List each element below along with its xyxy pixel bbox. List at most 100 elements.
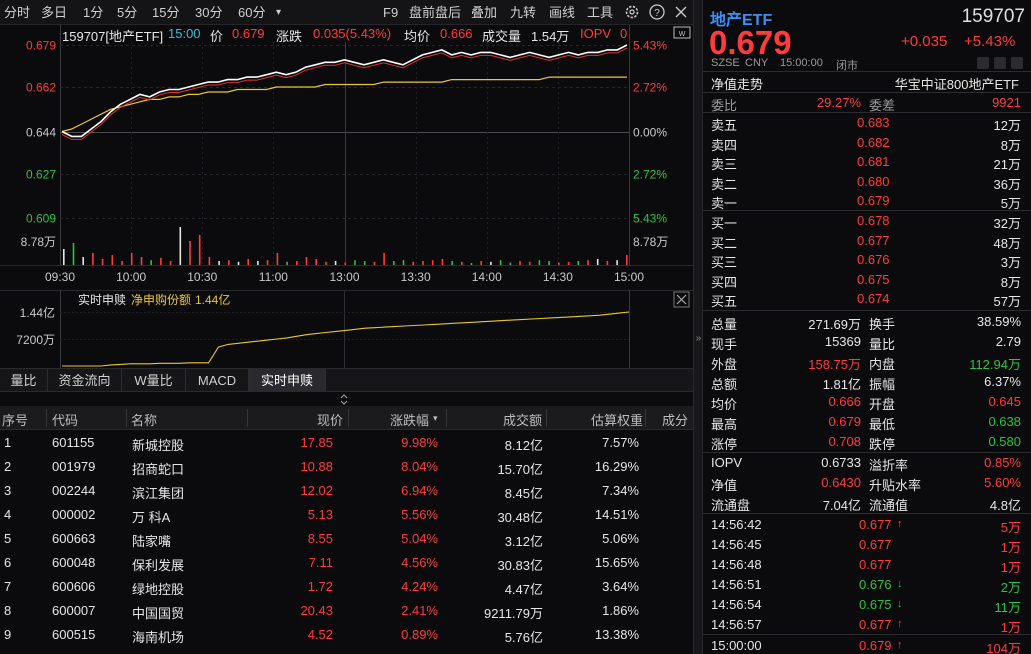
table-row[interactable]: 9 600515 海南机场 4.52 0.89% 5.76亿 13.38%: [0, 623, 693, 647]
col-header-price[interactable]: 现价: [317, 413, 344, 428]
col-header-pct[interactable]: 涨跌幅: [390, 413, 430, 428]
row-weight: 7.34%: [602, 483, 639, 498]
volume-bar: [354, 260, 356, 265]
help-icon[interactable]: ?: [648, 3, 666, 21]
bid-row[interactable]: 买一 0.678 32万: [703, 211, 1031, 231]
stat-value: 5.60%: [984, 475, 1021, 490]
chart-price: 0.679: [232, 26, 265, 41]
draw-line-button[interactable]: 画线: [549, 5, 576, 20]
tick-volume: 5万: [1000, 520, 1021, 535]
col-header-name[interactable]: 名称: [131, 413, 158, 428]
close-icon[interactable]: [672, 3, 690, 21]
chart-volume: 1.54万: [531, 29, 570, 44]
tick-time: 14:56:45: [711, 537, 762, 552]
subchart-close-icon[interactable]: [673, 291, 690, 308]
row-number: 7: [4, 579, 12, 594]
stat-label: 溢折率: [869, 458, 909, 473]
period-dropdown-icon[interactable]: ▾: [276, 7, 282, 18]
book-volume: 48万: [993, 235, 1021, 251]
row-code: 601155: [52, 435, 95, 450]
market-status: 闭市: [836, 60, 858, 72]
period-tab-intraday[interactable]: 分时: [4, 5, 31, 20]
stat-value: 0.6733: [821, 455, 861, 470]
period-tab-15min[interactable]: 15分: [152, 5, 180, 20]
tick-price: 0.676: [859, 577, 892, 592]
redemption-chart[interactable]: 实时申赎 净申购份额 1.44亿 1.44亿 7200万: [0, 290, 693, 368]
volume-bar: [150, 260, 152, 265]
col-header-no[interactable]: 序号: [2, 413, 29, 428]
intraday-chart[interactable]: 0.679 5.43% 0.662 2.72% 0.644 0.00% 0.627 2.72%…: [0, 0, 693, 290]
bid-row[interactable]: 买四 0.675 8万: [703, 270, 1031, 290]
stat-label: 流通值: [869, 498, 909, 513]
f9-button[interactable]: F9: [383, 5, 399, 20]
table-row[interactable]: 1 601155 新城控股 17.85 9.98% 8.12亿 7.57%: [0, 431, 693, 455]
col-header-code[interactable]: 代码: [52, 413, 79, 428]
period-tab-60min[interactable]: 60分: [238, 5, 266, 20]
ask-row[interactable]: 卖二 0.680 36万: [703, 172, 1031, 192]
tab-volume-ratio[interactable]: 量比: [0, 369, 48, 392]
expand-chart-icon[interactable]: W: [673, 25, 691, 41]
stat-row: IOPV 0.6733 溢折率 0.85%: [703, 453, 1031, 473]
ask-row[interactable]: 卖一 0.679 5万: [703, 191, 1031, 211]
volume-bar: [567, 261, 570, 265]
period-tab-1min[interactable]: 1分: [83, 5, 104, 20]
volume-bar: [334, 261, 337, 265]
quote-panel: 地产ETF 159707 0.679 +0.035 +5.43% SZSE CN…: [703, 0, 1031, 654]
alert-bell-icon[interactable]: [994, 57, 1006, 69]
row-code: 600515: [52, 627, 96, 642]
col-header-weight[interactable]: 估算权重: [591, 413, 644, 428]
nav-trend-row[interactable]: 净值走势 华宝中证800地产ETF: [703, 72, 1031, 92]
pre-post-market-button[interactable]: 盘前盘后: [409, 5, 462, 20]
table-row[interactable]: 4 000002 万 科A 5.13 5.56% 30.48亿 14.51%: [0, 503, 693, 527]
collapse-arrow-icon[interactable]: »: [695, 333, 702, 344]
left-panel: 分时 多日 1分 5分 15分 30分 60分 ▾ F9 盘前盘后 叠加 九转 …: [0, 0, 693, 647]
period-tab-multiday[interactable]: 多日: [41, 5, 68, 20]
time-axis-tick: 10:30: [187, 270, 217, 284]
table-row[interactable]: 7 600606 绿地控股 1.72 4.24% 4.47亿 3.64%: [0, 575, 693, 599]
nine-turn-button[interactable]: 九转: [510, 5, 537, 20]
table-row[interactable]: 8 600007 中国国贸 20.43 2.41% 9211.79万 1.86%: [0, 599, 693, 623]
volume-bar: [402, 260, 405, 265]
tab-macd[interactable]: MACD: [186, 369, 249, 392]
volume-bar: [111, 255, 114, 265]
bid-row[interactable]: 买三 0.676 3万: [703, 250, 1031, 270]
period-toolbar: 分时 多日 1分 5分 15分 30分 60分 ▾ F9 盘前盘后 叠加 九转 …: [0, 0, 693, 25]
volume-axis-label-right: 8.78万: [633, 235, 668, 249]
bid-row[interactable]: 买五 0.674 57万: [703, 289, 1031, 309]
table-row[interactable]: 3 002244 滨江集团 12.02 6.94% 8.45亿 7.34%: [0, 479, 693, 503]
tab-fund-flow[interactable]: 资金流向: [48, 369, 122, 392]
volume-bar: [315, 259, 317, 265]
period-tab-30min[interactable]: 30分: [195, 5, 223, 20]
period-tab-5min[interactable]: 5分: [117, 5, 138, 20]
table-row[interactable]: 2 001979 招商蛇口 10.88 8.04% 15.70亿 16.29%: [0, 455, 693, 479]
row-pct: 5.04%: [401, 531, 438, 546]
tab-realtime-redemption[interactable]: 实时申赎: [249, 369, 326, 392]
nav-trend-label: 净值走势: [711, 77, 764, 92]
book-level-label: 买一: [711, 216, 738, 231]
settings-gear-icon[interactable]: [623, 3, 641, 21]
sort-desc-icon[interactable]: ▾: [433, 413, 438, 423]
bid-row[interactable]: 买二 0.677 48万: [703, 231, 1031, 251]
add-watchlist-icon[interactable]: [1011, 57, 1023, 69]
row-pct: 2.41%: [401, 603, 438, 618]
table-row[interactable]: 6 600048 保利发展 7.11 4.56% 30.83亿 15.65%: [0, 551, 693, 575]
col-header-amount[interactable]: 成交额: [503, 413, 543, 428]
overlay-button[interactable]: 叠加: [471, 5, 498, 20]
trade-button-icon[interactable]: [977, 57, 989, 69]
ask-row[interactable]: 卖五 0.683 12万: [703, 113, 1031, 133]
panel-divider[interactable]: »: [693, 0, 703, 654]
book-price: 0.674: [857, 291, 890, 307]
col-header-component[interactable]: 成分: [662, 413, 689, 428]
panel-resize-icon[interactable]: [338, 393, 350, 405]
tab-w-volume-ratio[interactable]: W量比: [122, 369, 186, 392]
order-ratio-row: 委比 29.27% 委差 9921: [711, 95, 1021, 113]
book-price: 0.681: [857, 154, 890, 170]
book-level-label: 卖四: [711, 137, 738, 153]
chart-change-label: 涨跌: [276, 29, 303, 44]
time-axis-tick: 14:30: [543, 270, 573, 284]
table-row[interactable]: 5 600663 陆家嘴 8.55 5.04% 3.12亿 5.06%: [0, 527, 693, 551]
ask-row[interactable]: 卖三 0.681 21万: [703, 152, 1031, 172]
tools-button[interactable]: 工具: [587, 5, 614, 20]
ask-row[interactable]: 卖四 0.682 8万: [703, 133, 1031, 153]
stat-value: 0.645: [988, 394, 1021, 409]
